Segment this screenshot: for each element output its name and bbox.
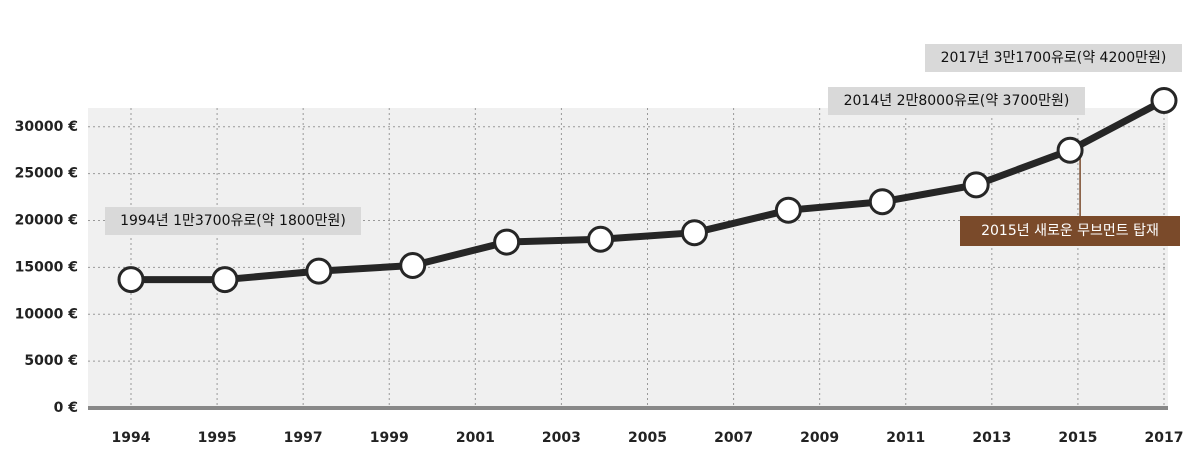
y-tick-label: 0 €	[54, 400, 78, 416]
point	[962, 171, 990, 199]
annotation-box	[828, 87, 1085, 115]
x-tick-label: 2013	[972, 430, 1011, 446]
x-tick-label: 2007	[714, 430, 753, 446]
point	[680, 219, 708, 247]
plot-area	[88, 108, 1168, 408]
x-tick-label: 1994	[112, 430, 151, 446]
point	[305, 257, 333, 285]
x-tick-label: 2011	[886, 430, 925, 446]
annotation: 2014년 2만8000유로(약 3700만원)	[844, 93, 1070, 109]
y-tick-label: 25000 €	[15, 166, 78, 182]
x-tick-label: 2005	[628, 430, 667, 446]
line	[131, 97, 1166, 284]
x-tick-label: 1995	[198, 430, 237, 446]
point	[399, 252, 427, 279]
point	[1056, 136, 1084, 164]
annotation: 1994년 1만3700유로(약 1800만원)	[120, 213, 346, 229]
y-tick-label: 5000 €	[24, 353, 78, 369]
point	[117, 266, 145, 294]
x-tick-label: 2017	[1145, 430, 1184, 446]
x-tick-label: 2003	[542, 430, 581, 446]
point	[587, 225, 615, 253]
annotation-box	[925, 44, 1182, 72]
point	[493, 228, 521, 256]
y-tick-label: 20000 €	[15, 213, 78, 229]
x-tick-label: 2009	[800, 430, 839, 446]
x-tick-label: 2001	[456, 430, 495, 446]
point	[868, 188, 896, 216]
y-tick-label: 15000 €	[15, 259, 78, 275]
y-tick-label: 10000 €	[15, 306, 78, 322]
annotation-box	[105, 207, 361, 235]
point	[774, 196, 802, 224]
annotation: 2015년 새로운 무브먼트 탑재	[981, 223, 1159, 239]
x-tick-label: 2015	[1058, 430, 1097, 446]
x-tick-label: 1999	[370, 430, 409, 446]
annotation-box	[960, 216, 1180, 246]
point	[1150, 87, 1178, 114]
x-tick-label: 1997	[284, 430, 323, 446]
point	[211, 266, 239, 294]
y-tick-label: 30000 €	[15, 119, 78, 135]
annotation: 2017년 3만1700유로(약 4200만원)	[941, 50, 1167, 66]
